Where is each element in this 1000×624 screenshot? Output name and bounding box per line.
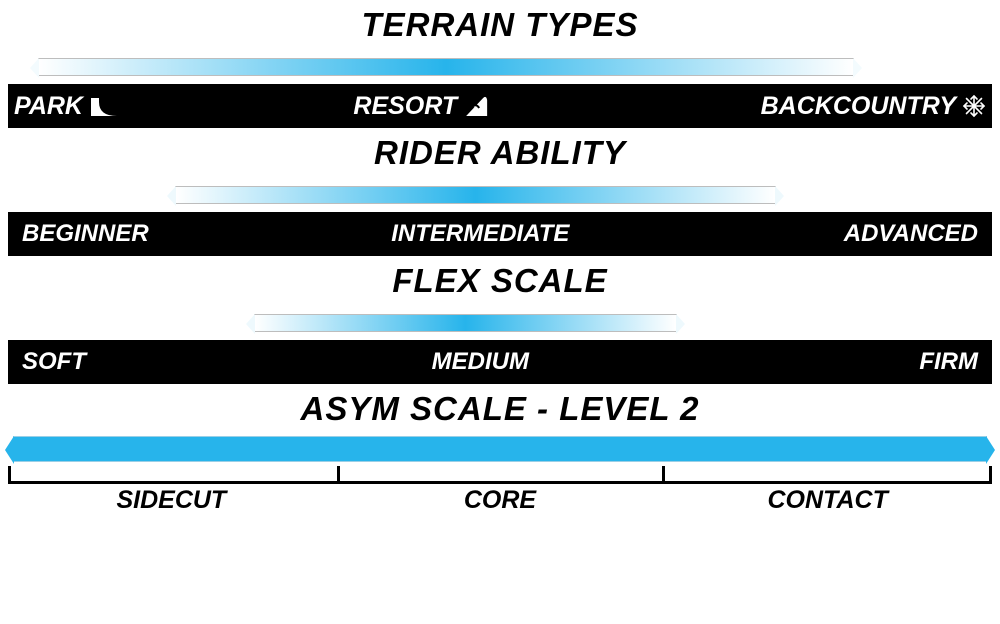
label-text: BACKCOUNTRY	[761, 92, 956, 121]
bar-area-ability	[8, 178, 992, 212]
heading-asym: ASYM SCALE - LEVEL 2	[0, 390, 1000, 428]
label-text: PARK	[14, 92, 83, 121]
section-terrain: TERRAIN TYPES PARK RESORT BACKCOUNTRY	[0, 0, 1000, 128]
label-text: MEDIUM	[432, 348, 529, 376]
tick	[662, 466, 665, 481]
bar-area-terrain	[8, 50, 992, 84]
section-flex: FLEX SCALE SOFT MEDIUM FIRM	[0, 262, 1000, 384]
label-terrain-backcountry: BACKCOUNTRY	[761, 92, 986, 121]
bar-area-asym	[8, 434, 992, 466]
section-asym: ASYM SCALE - LEVEL 2 SIDECUT CORE CONTAC…	[0, 390, 1000, 516]
label-text: SOFT	[22, 348, 86, 376]
tick	[337, 466, 340, 481]
label-flex-soft: SOFT	[22, 348, 86, 376]
tick-label-sidecut: SIDECUT	[116, 486, 226, 515]
label-band-terrain: PARK RESORT BACKCOUNTRY	[8, 84, 992, 128]
range-bar-ability	[175, 186, 775, 204]
label-ability-beginner: BEGINNER	[22, 220, 149, 248]
label-ability-advanced: ADVANCED	[844, 220, 978, 248]
range-bar-asym	[13, 436, 987, 462]
slope-icon	[463, 94, 489, 118]
tick-label-core: CORE	[464, 486, 536, 515]
label-text: ADVANCED	[844, 220, 978, 248]
tick-label-contact: CONTACT	[767, 486, 887, 515]
label-flex-medium: MEDIUM	[432, 348, 529, 376]
heading-ability: RIDER ABILITY	[0, 134, 1000, 172]
label-terrain-park: PARK	[14, 92, 119, 121]
label-text: INTERMEDIATE	[391, 220, 569, 248]
range-bar-flex	[254, 314, 677, 332]
label-band-ability: BEGINNER INTERMEDIATE ADVANCED	[8, 212, 992, 256]
label-flex-firm: FIRM	[919, 348, 978, 376]
label-terrain-resort: RESORT	[353, 92, 489, 121]
range-bar-terrain	[38, 58, 855, 76]
section-ability: RIDER ABILITY BEGINNER INTERMEDIATE ADVA…	[0, 134, 1000, 256]
heading-flex: FLEX SCALE	[0, 262, 1000, 300]
label-ability-intermediate: INTERMEDIATE	[391, 220, 569, 248]
heading-terrain: TERRAIN TYPES	[0, 6, 1000, 44]
snowflake-icon	[962, 94, 986, 118]
label-text: RESORT	[353, 92, 457, 121]
label-band-flex: SOFT MEDIUM FIRM	[8, 340, 992, 384]
bar-area-flex	[8, 306, 992, 340]
label-text: BEGINNER	[22, 220, 149, 248]
label-text: FIRM	[919, 348, 978, 376]
tick-labels-asym: SIDECUT CORE CONTACT	[8, 486, 992, 516]
ramp-icon	[89, 94, 119, 118]
tick-row-asym	[8, 466, 992, 484]
